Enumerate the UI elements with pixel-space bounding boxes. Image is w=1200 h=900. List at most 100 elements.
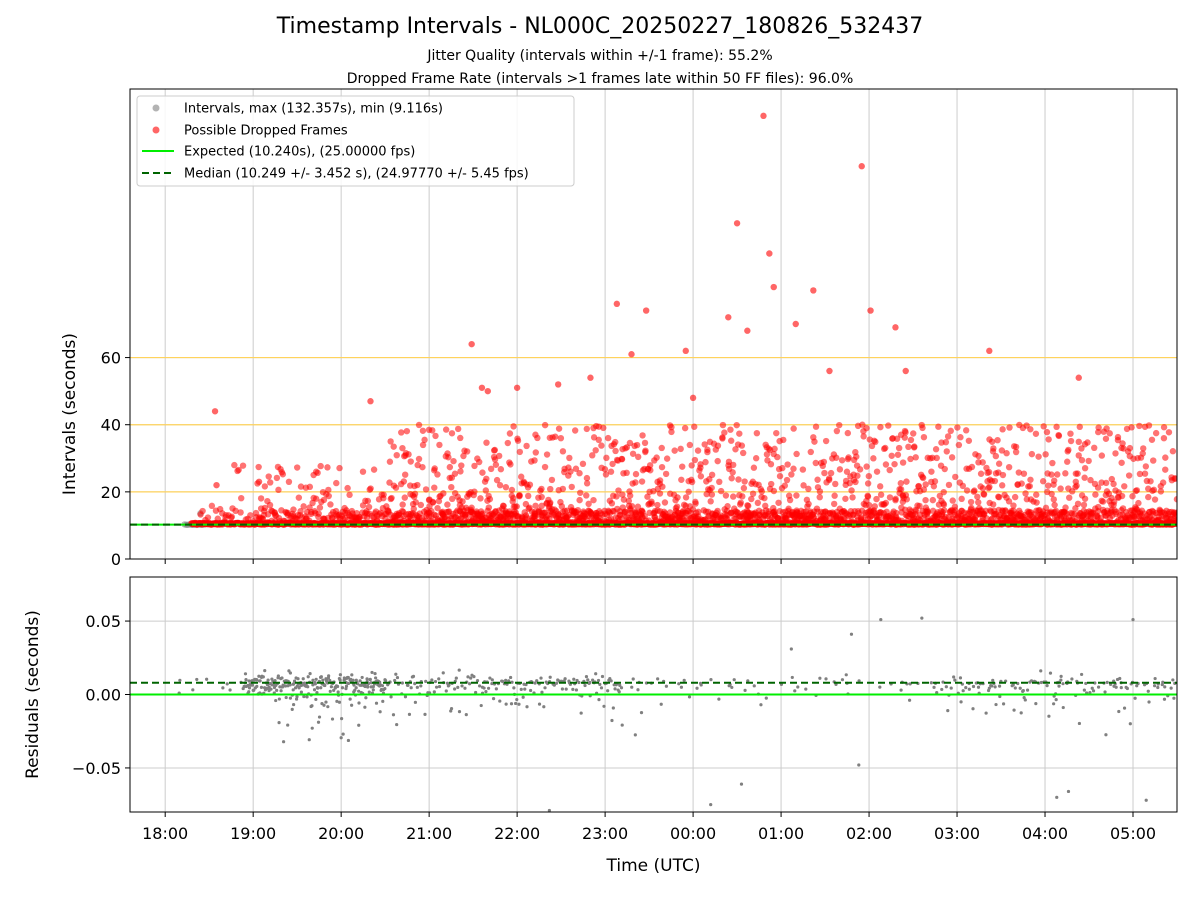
dropped-frame-point [901, 434, 908, 441]
residual-point [529, 688, 533, 693]
dropped-frame-point [1172, 519, 1177, 527]
dropped-frame-point [393, 451, 400, 459]
dropped-frame-point [708, 471, 716, 479]
dropped-frame-point [735, 476, 742, 483]
residual-point [395, 722, 399, 727]
dropped-frame-point [849, 494, 856, 501]
residual-point [283, 684, 288, 688]
residual-point [679, 685, 684, 689]
dropped-frame-point [654, 501, 661, 509]
dropped-frame-point [682, 494, 690, 501]
dropped-frame-point [639, 432, 646, 439]
dropped-frame-point [894, 451, 902, 458]
dropped-frame-point [415, 455, 423, 463]
residual-point [434, 685, 439, 689]
dropped-frame-point [910, 430, 917, 437]
dropped-frame-point [678, 476, 685, 483]
dropped-frame-point [1075, 452, 1082, 459]
dropped-frame-point [1108, 475, 1116, 483]
dropped-frame-point [941, 507, 948, 514]
dropped-frame-point [422, 486, 430, 493]
dropped-frame-point [1136, 470, 1144, 478]
dropped-frame-point [999, 482, 1006, 489]
dropped-frame-point [1098, 479, 1105, 486]
dropped-frame-point [897, 480, 905, 487]
dropped-frame-point [661, 499, 669, 506]
residual-point [468, 682, 472, 686]
dropped-frame-point [516, 448, 524, 456]
top-y-tick-label: 60 [101, 349, 121, 368]
dropped-frame-point [1062, 470, 1069, 477]
dropped-frame-point [252, 509, 260, 517]
residual-point [292, 702, 296, 707]
residual-point [574, 688, 579, 692]
dropped-frame-point [619, 491, 626, 498]
residual-point [337, 700, 342, 704]
dropped-frame-point [843, 468, 851, 475]
dropped-frame-point [610, 441, 618, 448]
residual-point [255, 684, 259, 688]
dropped-frame-point [919, 424, 926, 432]
dropped-frame-point [1145, 422, 1153, 429]
residual-point [498, 699, 502, 703]
dropped-frame-point [446, 463, 454, 471]
dropped-frame-point [1054, 471, 1061, 478]
dropped-frame-point [1061, 509, 1069, 517]
residual-point [606, 689, 610, 693]
dropped-frame-point [508, 486, 516, 494]
residual-point [360, 675, 364, 680]
x-tick-label: 03:00 [934, 824, 980, 843]
dropped-frame-point [398, 429, 405, 436]
dropped-frame-point [493, 476, 501, 484]
residual-point [709, 677, 713, 682]
dropped-frame-point [836, 421, 843, 429]
dropped-frame-point [738, 442, 746, 449]
residual-point [907, 698, 912, 702]
dropped-frame-point [559, 485, 567, 493]
legend-dropped-label: Possible Dropped Frames [184, 124, 348, 139]
residual-point [500, 679, 505, 683]
dropped-frame-point [626, 439, 634, 447]
dropped-frame-point [852, 478, 859, 486]
dropped-frame-point [283, 509, 290, 517]
dropped-frame-point [686, 441, 694, 449]
dropped-frame-point [598, 442, 605, 449]
x-tick-label: 04:00 [1022, 824, 1068, 843]
dropped-frame-point [1099, 498, 1107, 505]
residual-point [597, 698, 601, 702]
dropped-frame-point [692, 498, 699, 506]
residual-point [308, 672, 312, 676]
residual-point [878, 685, 882, 689]
dropped-frame-point [871, 437, 878, 444]
dropped-frame-point [899, 459, 907, 466]
dropped-frame-point [633, 441, 641, 449]
dropped-frame-point [741, 478, 748, 485]
dropped-frame-point [434, 471, 441, 478]
dropped-frame-point [1048, 490, 1055, 498]
dropped-frame-point [208, 502, 216, 510]
residual-point [463, 686, 467, 690]
dropped-frame-point [1064, 448, 1071, 455]
residual-point [971, 707, 975, 711]
dropped-frame-point [454, 425, 462, 433]
residual-point [1023, 698, 1027, 702]
dropped-frame-point [557, 434, 565, 442]
residual-point [1021, 689, 1025, 693]
dropped-frame-point [864, 480, 872, 487]
dropped-frame-point [290, 506, 297, 513]
dropped-frame-point [625, 497, 633, 505]
dropped-frame-point [1067, 437, 1075, 445]
dropped-frame-point [642, 307, 650, 314]
dropped-frame-point [1027, 476, 1034, 483]
dropped-frame-point [914, 502, 921, 509]
dropped-frame-point [1139, 450, 1146, 457]
dropped-frame-point [1088, 510, 1095, 517]
dropped-frame-point [1140, 445, 1147, 452]
dropped-frame-point [945, 481, 953, 489]
residual-point [941, 680, 945, 684]
x-tick-label: 23:00 [582, 824, 628, 843]
dropped-frame-point [1150, 486, 1158, 494]
dropped-frame-point [429, 427, 436, 434]
residual-point [935, 691, 939, 695]
residual-point [548, 675, 552, 679]
